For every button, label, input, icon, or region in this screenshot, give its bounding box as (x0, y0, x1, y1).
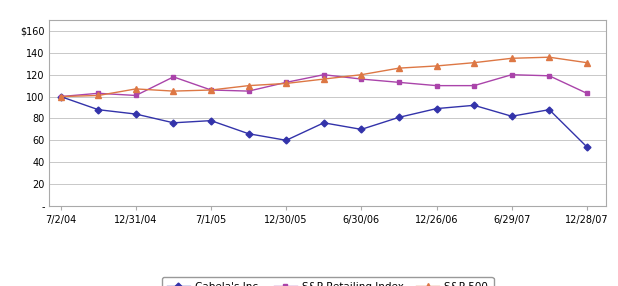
Cabela's Inc. (245, 132, 252, 136)
Line: S&P 500: S&P 500 (57, 54, 590, 100)
S&P Retailing Index (546, 74, 553, 78)
Legend: Cabela's Inc., S&P Retailing Index, S&P 500: Cabela's Inc., S&P Retailing Index, S&P … (161, 277, 494, 286)
Cabela's Inc. (470, 104, 478, 107)
S&P 500 (583, 61, 591, 64)
S&P 500 (358, 73, 365, 76)
S&P Retailing Index (583, 92, 591, 95)
Cabela's Inc. (546, 108, 553, 112)
Cabela's Inc. (320, 121, 328, 124)
S&P 500 (470, 61, 478, 64)
S&P Retailing Index (282, 81, 290, 84)
S&P Retailing Index (470, 84, 478, 87)
S&P 500 (207, 88, 214, 92)
S&P 500 (396, 66, 403, 70)
Cabela's Inc. (207, 119, 214, 122)
S&P 500 (132, 87, 140, 91)
Cabela's Inc. (57, 95, 64, 98)
S&P Retailing Index (396, 81, 403, 84)
Cabela's Inc. (282, 139, 290, 142)
S&P 500 (320, 77, 328, 81)
Cabela's Inc. (95, 108, 102, 112)
Cabela's Inc. (132, 112, 140, 116)
Cabela's Inc. (583, 145, 591, 149)
S&P 500 (57, 95, 64, 98)
S&P 500 (546, 55, 553, 59)
Cabela's Inc. (396, 116, 403, 119)
S&P 500 (95, 94, 102, 97)
S&P Retailing Index (132, 94, 140, 97)
S&P Retailing Index (320, 73, 328, 76)
S&P Retailing Index (508, 73, 515, 76)
S&P Retailing Index (170, 75, 177, 79)
S&P Retailing Index (433, 84, 440, 87)
S&P 500 (433, 64, 440, 68)
Cabela's Inc. (508, 114, 515, 118)
S&P 500 (245, 84, 252, 87)
S&P Retailing Index (57, 95, 64, 98)
S&P 500 (282, 82, 290, 85)
S&P Retailing Index (358, 77, 365, 81)
Cabela's Inc. (433, 107, 440, 110)
S&P Retailing Index (95, 92, 102, 95)
S&P Retailing Index (207, 88, 214, 92)
Line: Cabela's Inc.: Cabela's Inc. (58, 94, 590, 149)
Cabela's Inc. (358, 128, 365, 131)
S&P Retailing Index (245, 90, 252, 93)
Line: S&P Retailing Index: S&P Retailing Index (58, 72, 590, 99)
S&P 500 (508, 57, 515, 60)
S&P 500 (170, 90, 177, 93)
Cabela's Inc. (170, 121, 177, 124)
